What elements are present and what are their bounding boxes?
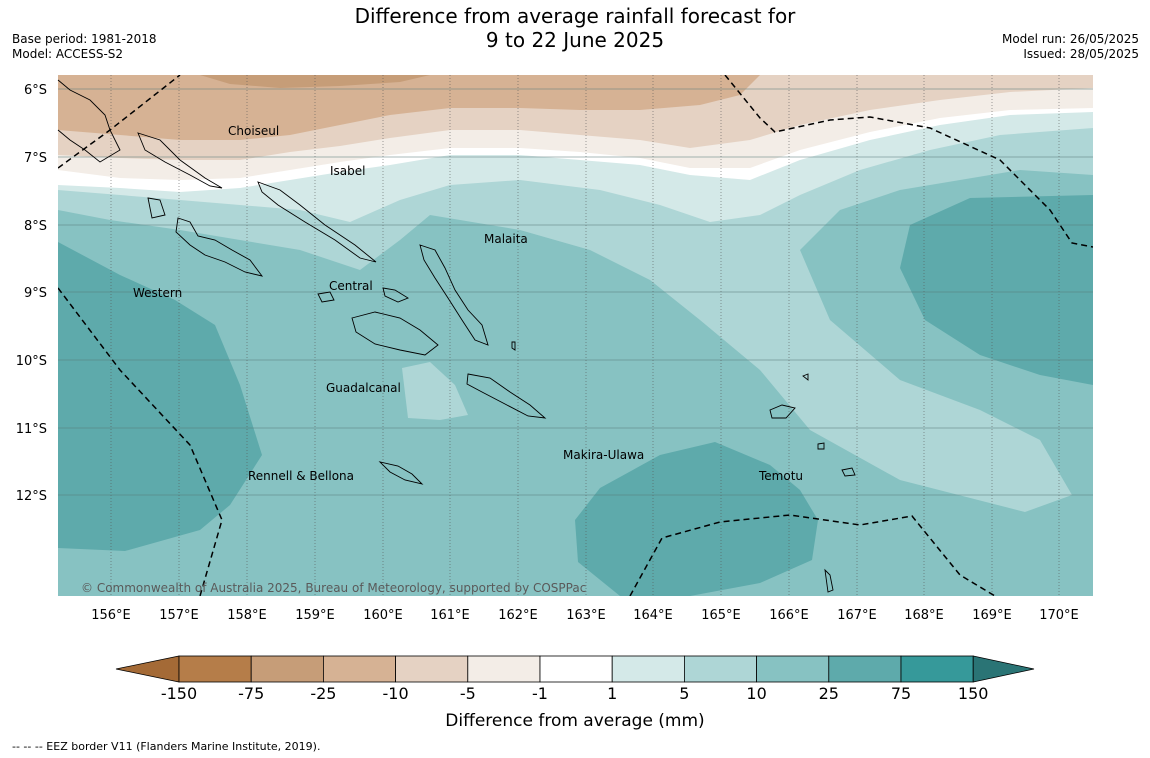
map-fill-layers [58, 75, 1093, 596]
lon-label: 161°E [430, 608, 470, 623]
lon-label: 157°E [159, 608, 199, 623]
malaita-coast [419, 244, 489, 346]
colorbar-tick-label: 10 [746, 684, 766, 703]
lon-label: 167°E [837, 608, 877, 623]
colorbar-tick-label: -5 [460, 684, 476, 703]
region-label-western: Western [133, 286, 182, 300]
colorbar-segment [611, 655, 685, 683]
lat-label: 11°S [16, 422, 47, 437]
lon-label: 166°E [769, 608, 809, 623]
region-label-central: Central [329, 279, 373, 293]
region-label-malaita: Malaita [484, 232, 528, 246]
small-island-3 [511, 341, 516, 351]
colorbar-tick-label: -75 [238, 684, 264, 703]
colorbar-extend-high [972, 655, 1035, 683]
copyright-text: © Commonwealth of Australia 2025, Bureau… [81, 581, 586, 595]
colorbar-tick-label: -25 [310, 684, 336, 703]
makira-coast [466, 373, 547, 419]
lat-label: 9°S [24, 286, 47, 301]
island-outlines [57, 79, 856, 593]
colorbar-segment [322, 655, 396, 683]
lat-label: 7°S [24, 151, 47, 166]
colorbar-fills [115, 655, 1035, 683]
model-run: Model run: 26/05/2025 [1001, 32, 1139, 46]
colorbar-segment [178, 655, 252, 683]
colorbar-segment [250, 655, 324, 683]
band-5-10-patch [402, 362, 468, 420]
band-25-75-east [900, 195, 1093, 385]
issued-date: Issued: 28/05/2025 [1023, 47, 1139, 61]
lat-label: 8°S [24, 219, 47, 234]
isabel-coast [257, 181, 377, 263]
model-name: Model: ACCESS-S2 [12, 47, 124, 61]
lon-label: 165°E [701, 608, 741, 623]
choiseul-coast [137, 132, 223, 189]
base-period: Base period: 1981-2018 [12, 32, 157, 46]
colorbar-tick-label: -10 [383, 684, 409, 703]
bougainville-coast [57, 79, 121, 163]
new-georgia-coast [175, 217, 264, 277]
meta-right: Model run: 26/05/2025 Issued: 28/05/2025 [1002, 32, 1139, 62]
lon-label: 160°E [363, 608, 403, 623]
colorbar-segment [539, 655, 613, 683]
region-label-choiseul: Choiseul [228, 124, 279, 138]
lat-label: 6°S [24, 83, 47, 98]
lon-label: 163°E [566, 608, 606, 623]
florida-islands-coast [382, 287, 409, 303]
colorbar-segment [900, 655, 974, 683]
grid-lines-lat [58, 88, 1093, 496]
utupua-coast [817, 442, 825, 450]
lon-label: 162°E [498, 608, 538, 623]
colorbar-tick-label: 1 [607, 684, 617, 703]
lon-label: 168°E [904, 608, 944, 623]
colorbar-tick-label: 25 [819, 684, 839, 703]
colorbar-ticks: -150 -75 -25 -10 -5 -1 1 5 10 25 75 150 [161, 684, 989, 703]
savo-coast [317, 291, 335, 303]
colorbar-tick-label: -150 [161, 684, 197, 703]
vanikoro-coast [841, 467, 856, 477]
colorbar: -150 -75 -25 -10 -5 -1 1 5 10 25 75 150 Difference … [115, 655, 1035, 731]
map-title: Difference from average rainfall forecas… [0, 4, 1150, 52]
rennell-coast [378, 461, 424, 485]
lon-label: 158°E [227, 608, 267, 623]
band-neg25-neg10 [58, 75, 760, 140]
colorbar-label: Difference from average (mm) [445, 711, 704, 731]
colorbar-tick-label: 150 [958, 684, 989, 703]
colorbar-tick-label: 5 [679, 684, 689, 703]
title-line-1: Difference from average rainfall forecas… [354, 4, 796, 28]
colorbar-segment [756, 655, 830, 683]
eez-legend-note: -- -- -- EEZ border V11 (Flanders Marine… [12, 740, 321, 753]
lat-label: 10°S [16, 354, 47, 369]
small-island-2 [824, 568, 834, 593]
guadalcanal-coast [351, 311, 439, 356]
colorbar-tick-label: -1 [532, 684, 548, 703]
band-25-75-south [575, 442, 818, 596]
lon-label: 159°E [295, 608, 335, 623]
colorbar-segment [828, 655, 902, 683]
colorbar-segment [395, 655, 469, 683]
small-island-1 [802, 373, 809, 381]
region-label-isabel: Isabel [330, 164, 365, 178]
region-label-rennell-bellona: Rennell & Bellona [248, 469, 354, 483]
colorbar-segment [467, 655, 541, 683]
region-label-temotu: Temotu [758, 469, 803, 483]
lon-label: 156°E [91, 608, 131, 623]
meta-left: Base period: 1981-2018 Model: ACCESS-S2 [12, 32, 157, 62]
lat-label: 12°S [16, 489, 47, 504]
rainfall-map: Choiseul Isabel Malaita Central Western … [16, 75, 1093, 623]
title-line-2: 9 to 22 June 2025 [485, 28, 665, 52]
band-25-75-west [58, 242, 262, 551]
region-label-makira-ulawa: Makira-Ulawa [563, 448, 644, 462]
lon-label: 170°E [1039, 608, 1079, 623]
colorbar-segment [684, 655, 758, 683]
colorbar-tick-label: 75 [891, 684, 911, 703]
colorbar-extend-low [115, 655, 180, 683]
santa-cruz-coast [769, 404, 796, 419]
lon-label: 164°E [633, 608, 673, 623]
region-label-guadalcanal: Guadalcanal [326, 381, 401, 395]
vella-lavella-coast [147, 197, 166, 219]
lon-label: 169°E [972, 608, 1012, 623]
